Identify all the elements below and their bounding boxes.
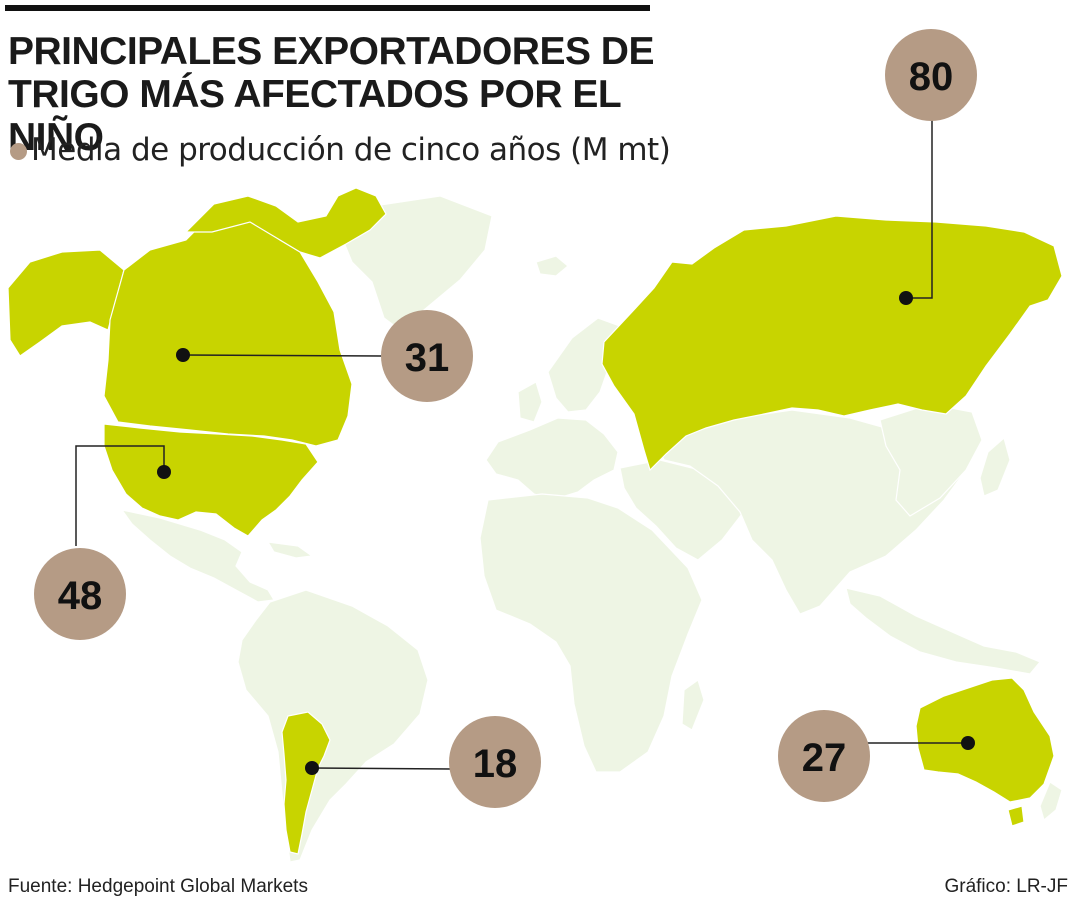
caribbean-shape bbox=[266, 541, 314, 559]
leader-line-canada bbox=[182, 354, 385, 357]
bubble-canada-circle bbox=[381, 310, 473, 402]
bubble-australia-value: 27 bbox=[802, 736, 847, 780]
iceland-shape bbox=[535, 255, 569, 277]
bubble-canada-value: 31 bbox=[405, 336, 450, 380]
source-note: Fuente: Hedgepoint Global Markets bbox=[8, 876, 308, 897]
marker-russia bbox=[899, 291, 913, 305]
uk-shape bbox=[517, 381, 543, 423]
madagascar-shape bbox=[681, 679, 705, 731]
highlight-land bbox=[7, 187, 1063, 855]
bubble-argentina: 18 bbox=[449, 716, 541, 808]
australia-shape bbox=[915, 677, 1055, 803]
southeast-asia-shape bbox=[845, 587, 1041, 675]
bubble-usa-circle bbox=[34, 548, 126, 640]
bubble-usa-value: 48 bbox=[58, 574, 103, 618]
marker-argentina bbox=[305, 761, 319, 775]
bubble-argentina-value: 18 bbox=[473, 742, 518, 786]
bubble-australia-circle bbox=[778, 710, 870, 802]
legend-dot-icon bbox=[10, 143, 27, 160]
new-zealand-shape bbox=[1039, 781, 1063, 822]
mexico-central-america-shape bbox=[120, 509, 275, 603]
other-land bbox=[120, 195, 1063, 863]
top-rule bbox=[5, 5, 650, 11]
central-south-asia-shape bbox=[655, 409, 967, 615]
argentina-shape bbox=[281, 711, 331, 855]
tasmania-shape bbox=[1007, 805, 1025, 827]
map-title: PRINCIPALES EXPORTADORES DE TRIGO MÁS AF… bbox=[8, 30, 688, 159]
europe-shape bbox=[485, 417, 619, 501]
marker-canada bbox=[176, 348, 190, 362]
leader-line-russia bbox=[906, 118, 933, 299]
title-line-2: TRIGO MÁS AFECTADOS POR EL NIÑO bbox=[8, 73, 621, 159]
east-asia-shape bbox=[879, 403, 983, 517]
leader-line-argentina bbox=[311, 767, 453, 770]
location-markers bbox=[157, 291, 975, 775]
alaska-shape bbox=[7, 249, 125, 357]
south-america-shape bbox=[237, 589, 429, 863]
greenland-shape bbox=[337, 195, 493, 331]
leader-line-usa bbox=[75, 445, 165, 546]
bubble-canada: 31 bbox=[381, 310, 473, 402]
legend: Media de producción de cinco años (M mt) bbox=[10, 130, 671, 170]
bubble-russia: 80 bbox=[885, 29, 977, 121]
title-line-1: PRINCIPALES EXPORTADORES DE bbox=[8, 30, 654, 73]
legend-label: Media de producción de cinco años (M mt) bbox=[31, 132, 671, 168]
usa-shape bbox=[103, 423, 319, 537]
japan-shape bbox=[979, 436, 1011, 497]
bubble-australia: 27 bbox=[778, 710, 870, 802]
marker-usa bbox=[157, 465, 171, 479]
marker-australia bbox=[961, 736, 975, 750]
bubble-russia-value: 80 bbox=[909, 55, 954, 99]
scandinavia-shape bbox=[547, 317, 621, 413]
bubble-argentina-circle bbox=[449, 716, 541, 808]
credit-note: Gráfico: LR-JF bbox=[944, 876, 1068, 897]
russia-shape bbox=[601, 215, 1063, 472]
africa-shape bbox=[479, 493, 703, 773]
bubble-usa: 48 bbox=[34, 548, 126, 640]
bubble-russia-circle bbox=[885, 29, 977, 121]
canada-arctic-islands-shape bbox=[184, 187, 387, 259]
leader-lines bbox=[75, 118, 966, 770]
